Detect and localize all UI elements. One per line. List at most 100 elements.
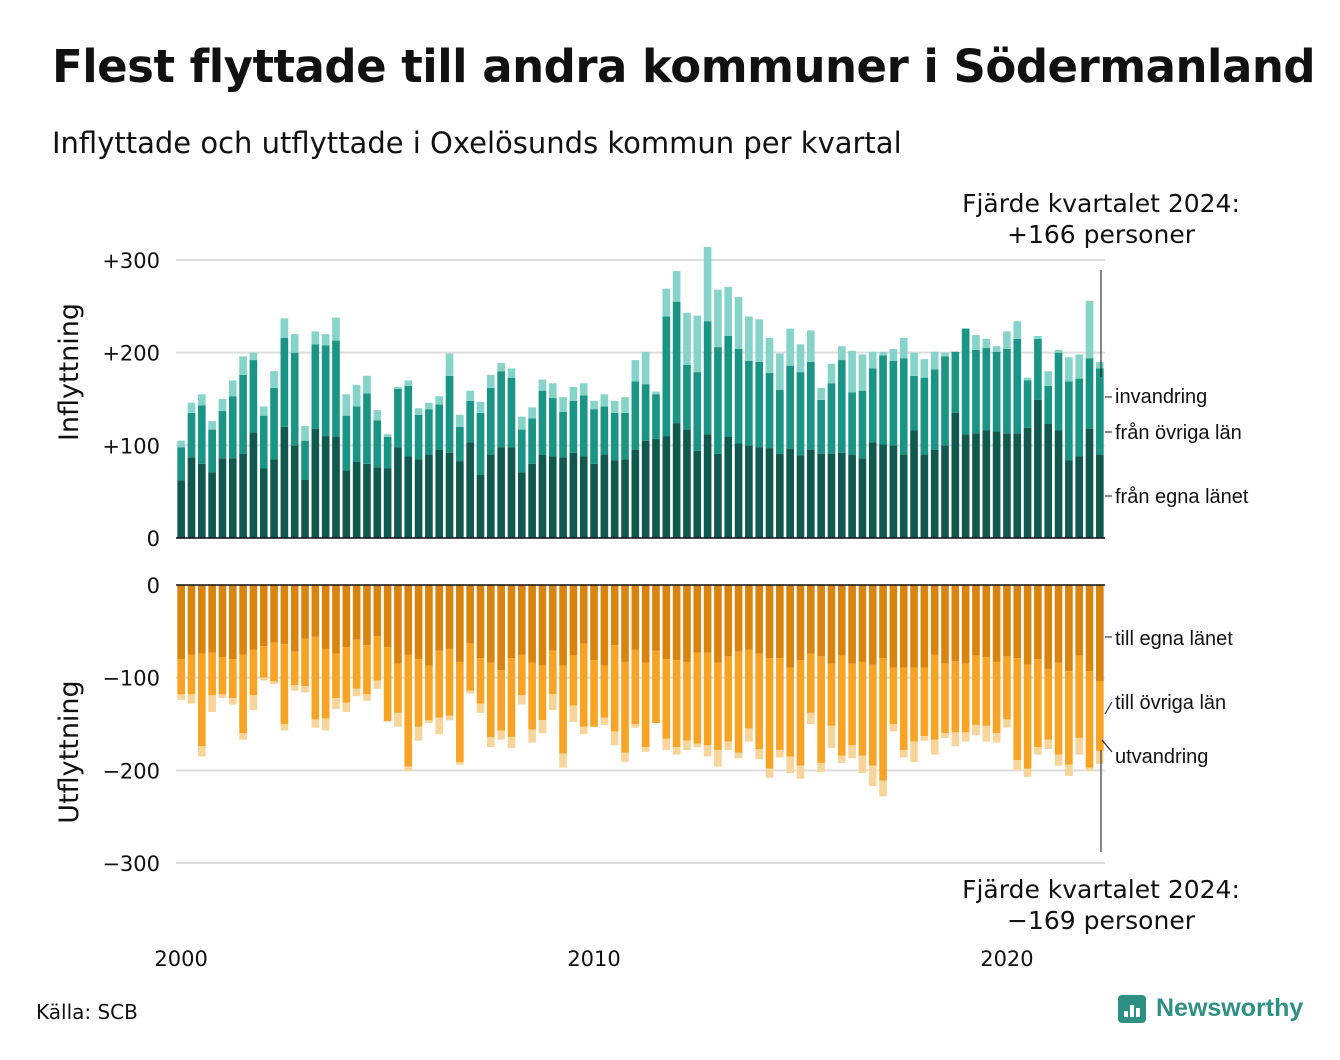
bar-in-0 <box>972 433 980 538</box>
bar-out-0 <box>445 585 454 649</box>
bar-out-2 <box>569 705 578 723</box>
bar-in-2 <box>776 353 784 390</box>
bar-in-2 <box>796 344 805 373</box>
bar-out-1 <box>837 655 846 756</box>
bar-out-2 <box>631 724 640 728</box>
bar-out-0 <box>383 585 392 648</box>
bar-in-2 <box>724 286 733 336</box>
bar-out-2 <box>1023 768 1032 777</box>
bar-out-0 <box>961 585 970 664</box>
bar-in-0 <box>1065 460 1073 538</box>
bar-out-0 <box>373 585 382 636</box>
bar-in-1 <box>693 372 702 451</box>
bar-in-0 <box>621 459 629 538</box>
bar-out-0 <box>259 585 268 647</box>
bar-in-0 <box>714 453 722 538</box>
bar-out-2 <box>239 733 247 740</box>
bar-in-1 <box>363 393 371 464</box>
bar-in-1 <box>218 411 227 459</box>
bar-in-0 <box>848 454 856 538</box>
legend-tick-utvandring <box>1101 739 1113 753</box>
bar-in-2 <box>373 410 382 421</box>
bar-out-1 <box>197 653 206 747</box>
bar-out-1 <box>806 653 815 713</box>
bar-out-1 <box>889 667 898 724</box>
bar-in-1 <box>817 399 825 454</box>
bar-out-2 <box>332 698 340 710</box>
bar-in-1 <box>228 396 237 459</box>
bar-out-2 <box>858 755 867 774</box>
bar-in-2 <box>569 386 578 401</box>
bar-in-1 <box>559 411 567 458</box>
bar-in-1 <box>1044 386 1053 425</box>
bar-in-1 <box>497 371 505 448</box>
bar-in-0 <box>1003 433 1011 538</box>
bar-out-2 <box>270 681 278 685</box>
bar-in-2 <box>755 319 764 362</box>
bar-in-0 <box>456 461 464 538</box>
bar-out-0 <box>765 585 774 659</box>
bar-in-0 <box>218 458 227 538</box>
bar-out-1 <box>208 652 216 696</box>
bar-out-1 <box>1003 656 1011 720</box>
bar-in-2 <box>1096 361 1104 369</box>
bar-in-0 <box>414 459 423 538</box>
bar-out-0 <box>218 585 227 658</box>
bar-in-2 <box>197 394 206 406</box>
bar-out-2 <box>321 718 330 731</box>
bar-in-2 <box>868 351 877 369</box>
bar-out-0 <box>951 585 960 661</box>
xtick-label: 2020 <box>980 947 1033 971</box>
bar-out-0 <box>1044 585 1053 670</box>
annotation-top-line1: Fjärde kvartalet 2024: <box>962 189 1240 218</box>
bar-out-0 <box>652 585 660 651</box>
bar-out-2 <box>827 725 836 749</box>
bar-in-0 <box>383 468 392 538</box>
bar-in-0 <box>755 447 764 538</box>
bar-out-1 <box>1054 662 1063 755</box>
bar-in-2 <box>435 396 444 405</box>
bar-in-2 <box>703 247 712 322</box>
bar-out-0 <box>972 585 980 656</box>
bar-out-0 <box>920 585 929 668</box>
bar-out-2 <box>249 695 258 711</box>
bar-out-2 <box>992 733 1001 743</box>
bar-in-1 <box>394 388 402 448</box>
bar-in-0 <box>879 444 887 538</box>
bar-in-2 <box>414 408 423 415</box>
bar-in-2 <box>879 351 887 356</box>
bar-in-0 <box>445 452 454 538</box>
bar-in-1 <box>466 400 475 443</box>
bar-in-0 <box>425 454 433 538</box>
ytick-label-out: −300 <box>102 852 160 876</box>
bar-out-1 <box>930 654 939 740</box>
bar-out-2 <box>889 724 898 732</box>
bar-out-2 <box>208 695 216 712</box>
bar-out-1 <box>228 659 237 699</box>
legend-label-utvandring: utvandring <box>1115 746 1208 768</box>
bar-in-0 <box>889 445 898 538</box>
bar-out-0 <box>776 585 784 659</box>
bar-out-1 <box>796 660 805 766</box>
bar-in-0 <box>1054 430 1063 538</box>
bar-out-0 <box>1054 585 1063 663</box>
bar-in-0 <box>249 432 258 538</box>
bar-in-2 <box>610 400 619 413</box>
ytick-label-in: +100 <box>102 434 160 458</box>
bar-out-1 <box>982 657 991 726</box>
newsworthy-logo-icon <box>1118 994 1146 1023</box>
bar-out-0 <box>755 585 764 654</box>
bar-out-1 <box>1044 669 1053 740</box>
bar-in-1 <box>1085 358 1094 429</box>
bar-out-1 <box>879 658 887 781</box>
bar-in-2 <box>177 440 185 448</box>
bar-out-1 <box>383 647 392 722</box>
bar-out-1 <box>868 664 877 766</box>
bar-out-1 <box>672 660 681 748</box>
bar-out-0 <box>466 585 475 644</box>
bar-in-1 <box>951 351 960 413</box>
bar-out-0 <box>280 585 289 645</box>
axes-layer: 0 +100 +200 +300 0 −100 −200 −300 2000 2010 2020 <box>102 249 1105 971</box>
bar-out-0 <box>1023 585 1032 665</box>
bar-in-1 <box>600 406 609 455</box>
